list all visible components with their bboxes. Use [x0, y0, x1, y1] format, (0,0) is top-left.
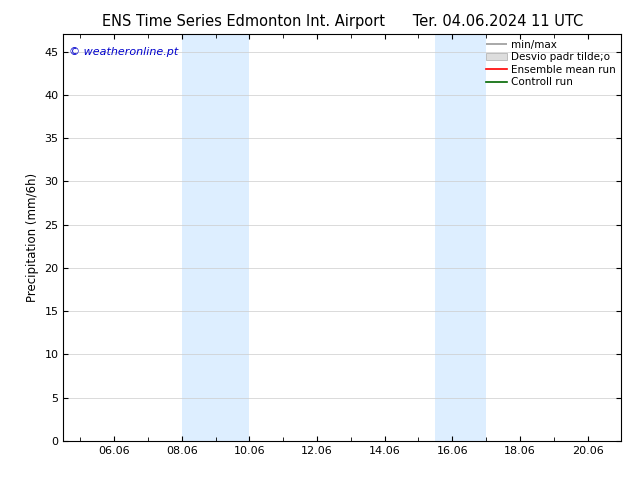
Text: © weatheronline.pt: © weatheronline.pt — [69, 47, 178, 56]
Legend: min/max, Desvio padr tilde;o, Ensemble mean run, Controll run: min/max, Desvio padr tilde;o, Ensemble m… — [484, 37, 618, 89]
Bar — [182, 34, 249, 441]
Y-axis label: Precipitation (mm/6h): Precipitation (mm/6h) — [26, 173, 39, 302]
Title: ENS Time Series Edmonton Int. Airport      Ter. 04.06.2024 11 UTC: ENS Time Series Edmonton Int. Airport Te… — [101, 14, 583, 29]
Bar — [436, 34, 486, 441]
